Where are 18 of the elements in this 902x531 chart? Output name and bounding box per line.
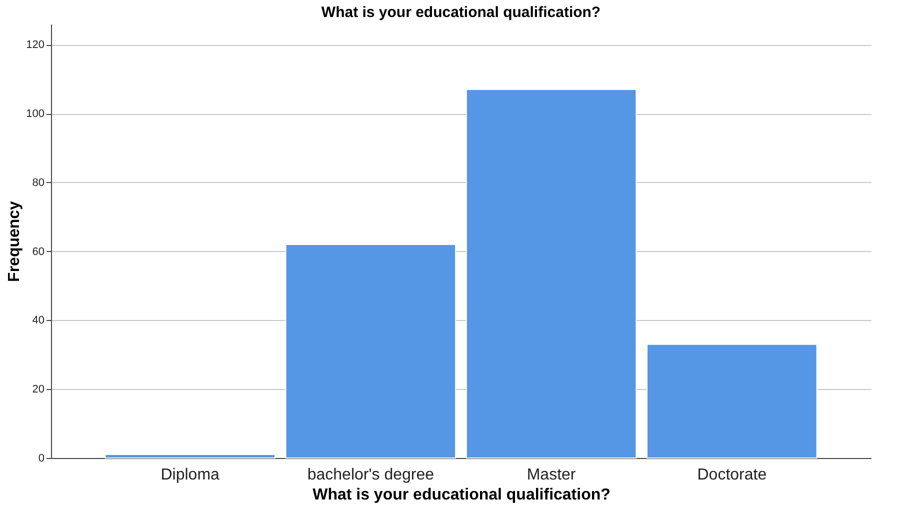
y-tick-label: 80 bbox=[32, 176, 44, 189]
bar bbox=[104, 454, 276, 458]
x-tick-label: Doctorate bbox=[697, 466, 767, 484]
y-axis-title: Frequency bbox=[6, 200, 24, 282]
x-tick-label: bachelor's degree bbox=[307, 466, 434, 484]
y-tick-label: 120 bbox=[26, 39, 44, 52]
y-tick-label: 20 bbox=[32, 384, 44, 396]
bar bbox=[646, 344, 818, 458]
x-axis-title: What is your educational qualification? bbox=[312, 486, 610, 504]
y-tick-label: 100 bbox=[26, 108, 44, 120]
bar bbox=[285, 244, 456, 458]
y-tick-label: 40 bbox=[32, 314, 44, 327]
x-tick-label: Diploma bbox=[160, 466, 220, 484]
x-tick-label: Master bbox=[526, 466, 576, 484]
chart-title: What is your educational qualification? bbox=[321, 4, 601, 21]
y-tick-label: 60 bbox=[32, 246, 44, 258]
bar bbox=[466, 88, 637, 458]
y-tick-label: 0 bbox=[38, 452, 44, 464]
